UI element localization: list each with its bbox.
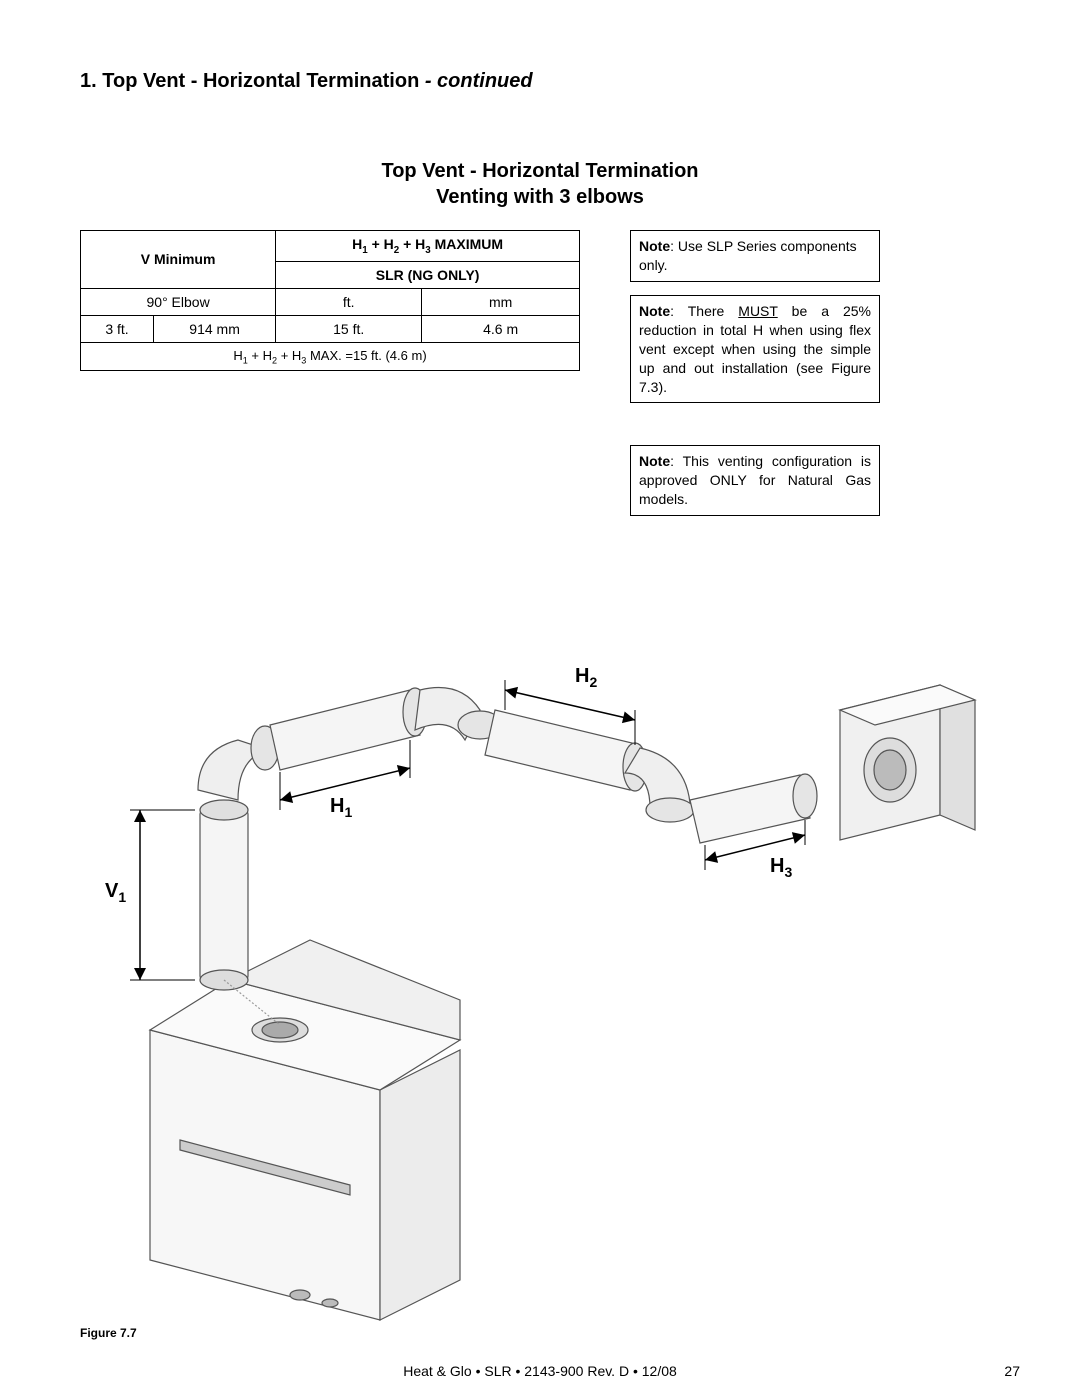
spec-table: V Minimum H1 + H2 + H3 MAXIMUM SLR (NG O… — [80, 230, 580, 371]
label-h2: H2 — [575, 665, 597, 690]
note-box-2: Note: There MUST be a 25% reduction in t… — [630, 295, 880, 403]
subtitle-line2: Venting with 3 elbows — [0, 184, 1080, 210]
page-footer: Heat & Glo • SLR • 2143-900 Rev. D • 12/… — [0, 1363, 1080, 1379]
note-box-1: Note: Use SLP Series components only. — [630, 230, 880, 282]
section-heading: 1. Top Vent - Horizontal Termination - c… — [80, 70, 533, 93]
table-cell: 3 ft. — [81, 315, 154, 342]
vent-diagram-svg — [80, 560, 1020, 1340]
table-cell: 90° Elbow — [81, 288, 276, 315]
table-cell: 15 ft. — [276, 315, 422, 342]
subtitle-line1: Top Vent - Horizontal Termination — [0, 158, 1080, 184]
note-box-3: Note: This venting configuration is appr… — [630, 445, 880, 516]
vent-diagram: V1 H1 H2 H3 Figure 7.7 — [80, 560, 1020, 1340]
label-h3: H3 — [770, 855, 792, 880]
hmax-header: H1 + H2 + H3 MAXIMUM — [276, 231, 580, 262]
page-number: 27 — [1004, 1363, 1020, 1379]
note-text: : There — [670, 303, 738, 319]
note-must: MUST — [738, 303, 777, 319]
heading-number: 1. — [80, 70, 97, 92]
vmin-header: V Minimum — [81, 231, 276, 289]
note-text: : Use SLP Series components only. — [639, 238, 857, 273]
table-cell: 4.6 m — [422, 315, 580, 342]
label-v1: V1 — [105, 880, 126, 905]
figure-caption: Figure 7.7 — [80, 1326, 137, 1340]
table-footer: H1 + H2 + H3 MAX. =15 ft. (4.6 m) — [81, 342, 580, 371]
note-bold: Note — [639, 303, 670, 319]
note-text: : This venting configuration is approved… — [639, 453, 871, 507]
heading-continued: - continued — [425, 70, 533, 92]
table-cell: mm — [422, 288, 580, 315]
note-bold: Note — [639, 238, 670, 254]
label-h1: H1 — [330, 795, 352, 820]
table-cell: ft. — [276, 288, 422, 315]
table-cell: 914 mm — [153, 315, 275, 342]
heading-title: Top Vent - Horizontal Termination — [102, 70, 419, 92]
section-subtitle: Top Vent - Horizontal Termination Ventin… — [0, 158, 1080, 210]
note-bold: Note — [639, 453, 670, 469]
slr-header: SLR (NG ONLY) — [276, 261, 580, 288]
